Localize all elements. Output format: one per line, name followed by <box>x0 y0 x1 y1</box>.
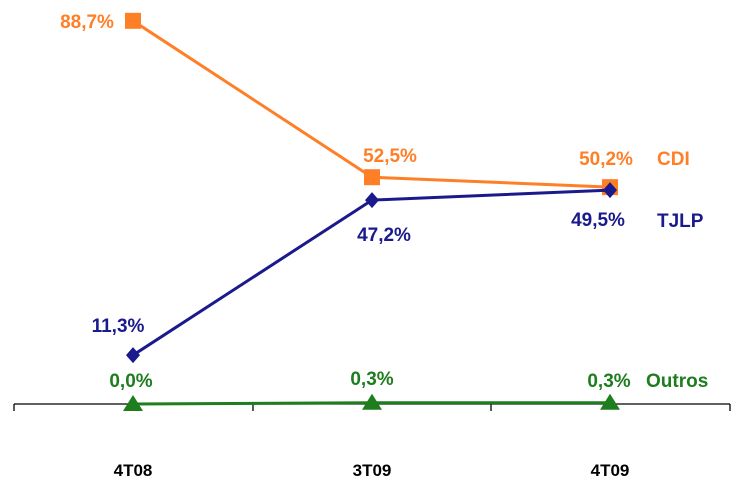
data-label-cdi-4t09: 50,2% <box>579 149 633 170</box>
series-line-tjlp <box>132 188 611 357</box>
data-point-cdi-4t08 <box>125 12 141 29</box>
x-tick-label-3t09: 3T09 <box>353 461 392 479</box>
label-layer: 88,7% 52,5% 50,2% CDI 11,3% 47,2% 49,5% TJLP 0,0… <box>60 12 708 392</box>
series-name-label-outros: Outros <box>646 371 708 392</box>
x-tick-label-4t08: 4T08 <box>114 461 153 479</box>
data-point-outros-4t08 <box>123 395 143 411</box>
data-point-tjlp-3t09 <box>365 192 379 209</box>
data-label-cdi-3t09: 52,5% <box>363 146 417 167</box>
data-point-cdi-3t09 <box>364 169 380 186</box>
series-layer <box>123 12 620 411</box>
data-label-outros-3t09: 0,3% <box>350 369 393 390</box>
data-label-outros-4t08: 0,0% <box>109 371 152 392</box>
x-tick-label-4t09: 4T09 <box>591 461 630 479</box>
data-point-outros-3t09 <box>362 393 382 410</box>
data-point-tjlp-4t08 <box>126 347 140 364</box>
data-label-outros-4t09: 0,3% <box>587 371 630 392</box>
x-axis: 4T08 3T09 4T09 <box>13 403 731 479</box>
series-name-label-tjlp: TJLP <box>657 211 704 232</box>
data-point-tjlp-4t09 <box>603 182 617 199</box>
data-label-tjlp-4t08: 11,3% <box>92 316 145 337</box>
series-outros <box>123 393 620 411</box>
series-name-label-cdi: CDI <box>657 149 690 170</box>
data-label-tjlp-3t09: 47,2% <box>357 225 411 246</box>
data-label-tjlp-4t09: 49,5% <box>571 210 625 231</box>
series-cdi <box>125 12 618 196</box>
series-tjlp <box>126 182 617 364</box>
data-label-cdi-4t08: 88,7% <box>60 12 114 33</box>
data-point-outros-4t09 <box>600 393 620 410</box>
